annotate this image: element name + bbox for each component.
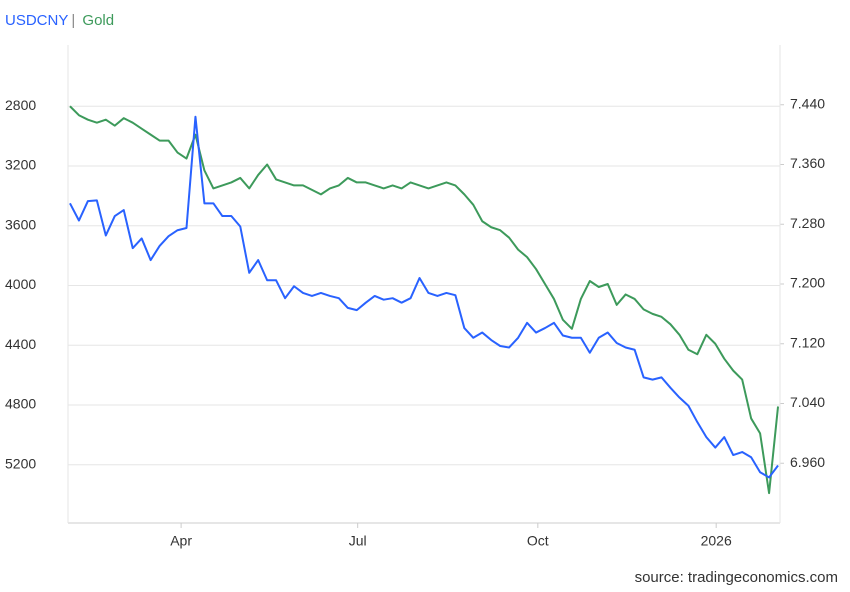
y2-tick-label: 7.360 — [790, 155, 825, 171]
y-tick-label: 5200 — [5, 455, 36, 471]
y-tick-label: 4400 — [5, 336, 36, 352]
y-tick-label: 4000 — [5, 276, 36, 292]
x-tick-label: 2026 — [701, 533, 732, 549]
y-tick-label: 4800 — [5, 396, 36, 412]
line-series — [69, 105, 780, 495]
y2-tick-label: 7.200 — [790, 275, 825, 291]
y-tick-label: 3200 — [5, 157, 36, 173]
source: source: tradingeconomics.com — [635, 569, 838, 586]
y2-tick-label: 7.120 — [790, 334, 825, 350]
y2-tick-label: 6.960 — [790, 454, 825, 470]
legend-separator: | — [71, 12, 76, 29]
legend-entry: Gold — [82, 12, 115, 29]
legend-entry: USDCNY — [5, 12, 69, 29]
y-tick-label: 2800 — [5, 97, 36, 113]
y-tick-label: 3600 — [5, 216, 36, 232]
y2-tick-label: 7.040 — [790, 394, 825, 410]
y2-tick-label: 7.280 — [790, 215, 825, 231]
x-tick-label: Apr — [170, 533, 192, 549]
y2-tick-label: 7.440 — [790, 95, 825, 111]
legend: USDCNY | Gold — [5, 12, 117, 29]
x-tick-label: Oct — [527, 533, 549, 549]
x-tick-label: Jul — [349, 533, 367, 549]
line-series — [69, 115, 779, 479]
